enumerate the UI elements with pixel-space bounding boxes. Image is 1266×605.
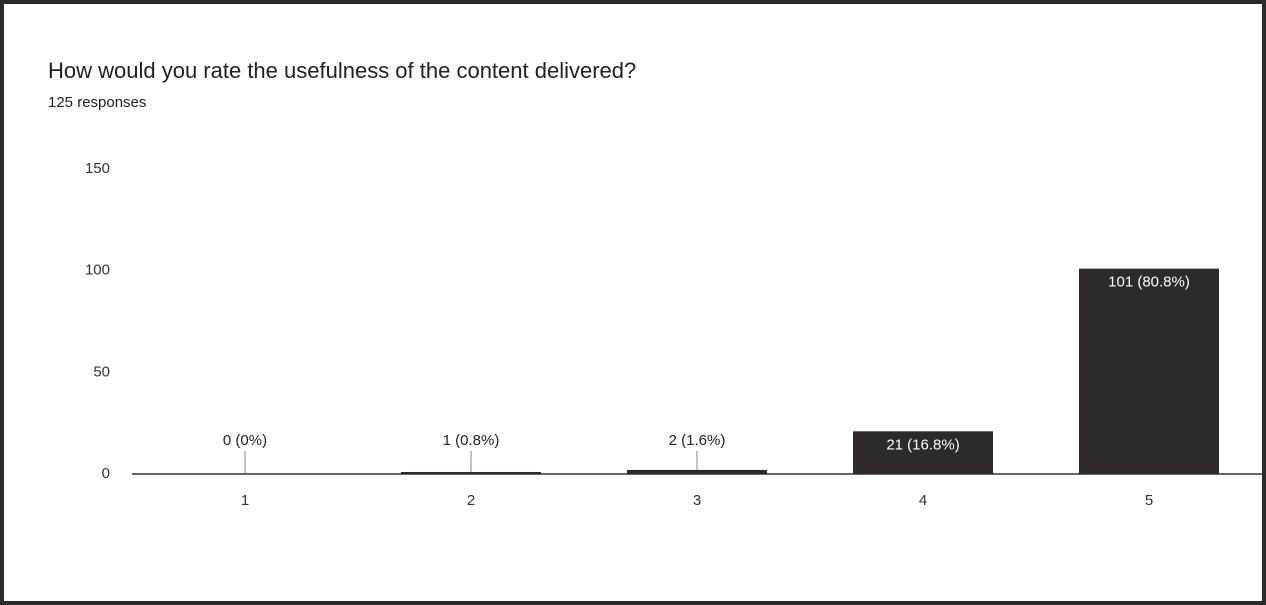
y-tick-label: 50: [93, 363, 110, 380]
x-tick-label: 5: [1145, 492, 1153, 509]
y-tick-label: 150: [85, 160, 110, 177]
bar: [853, 431, 993, 474]
bar: [401, 471, 541, 474]
x-tick-label: 2: [467, 492, 475, 509]
chart-title: How would you rate the usefulness of the…: [48, 58, 636, 83]
bar: [627, 469, 767, 474]
y-tick-label: 100: [85, 262, 110, 279]
chart-subtitle: 125 responses: [48, 94, 146, 111]
bar: [1079, 268, 1219, 474]
value-label: 21 (16.8%): [886, 436, 959, 453]
x-tick-label: 3: [693, 492, 701, 509]
value-label: 2 (1.6%): [669, 432, 726, 449]
value-label: 1 (0.8%): [443, 432, 500, 449]
x-tick-label: 4: [919, 492, 927, 509]
x-tick-label: 1: [241, 492, 249, 509]
value-label: 0 (0%): [223, 432, 267, 449]
value-label: 101 (80.8%): [1108, 274, 1190, 291]
y-tick-label: 0: [102, 465, 110, 482]
